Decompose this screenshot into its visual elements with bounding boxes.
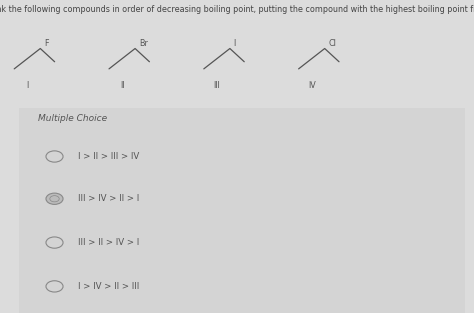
Text: I > II > III > IV: I > II > III > IV <box>78 152 139 161</box>
Text: III > II > IV > I: III > II > IV > I <box>78 238 139 247</box>
Text: I > IV > II > III: I > IV > II > III <box>78 282 139 291</box>
Text: III > IV > II > I: III > IV > II > I <box>78 194 139 203</box>
Text: III: III <box>213 81 220 90</box>
Text: Br: Br <box>139 39 148 48</box>
Bar <box>19 108 465 313</box>
Text: IV: IV <box>308 81 316 90</box>
Circle shape <box>46 193 63 204</box>
Text: F: F <box>44 39 48 48</box>
Text: Rank the following compounds in order of decreasing boiling point, putting the c: Rank the following compounds in order of… <box>0 5 474 14</box>
Text: I: I <box>234 39 236 48</box>
Text: Cl: Cl <box>328 39 337 48</box>
Text: Multiple Choice: Multiple Choice <box>38 114 107 123</box>
Text: II: II <box>120 81 124 90</box>
Text: I: I <box>26 81 28 90</box>
